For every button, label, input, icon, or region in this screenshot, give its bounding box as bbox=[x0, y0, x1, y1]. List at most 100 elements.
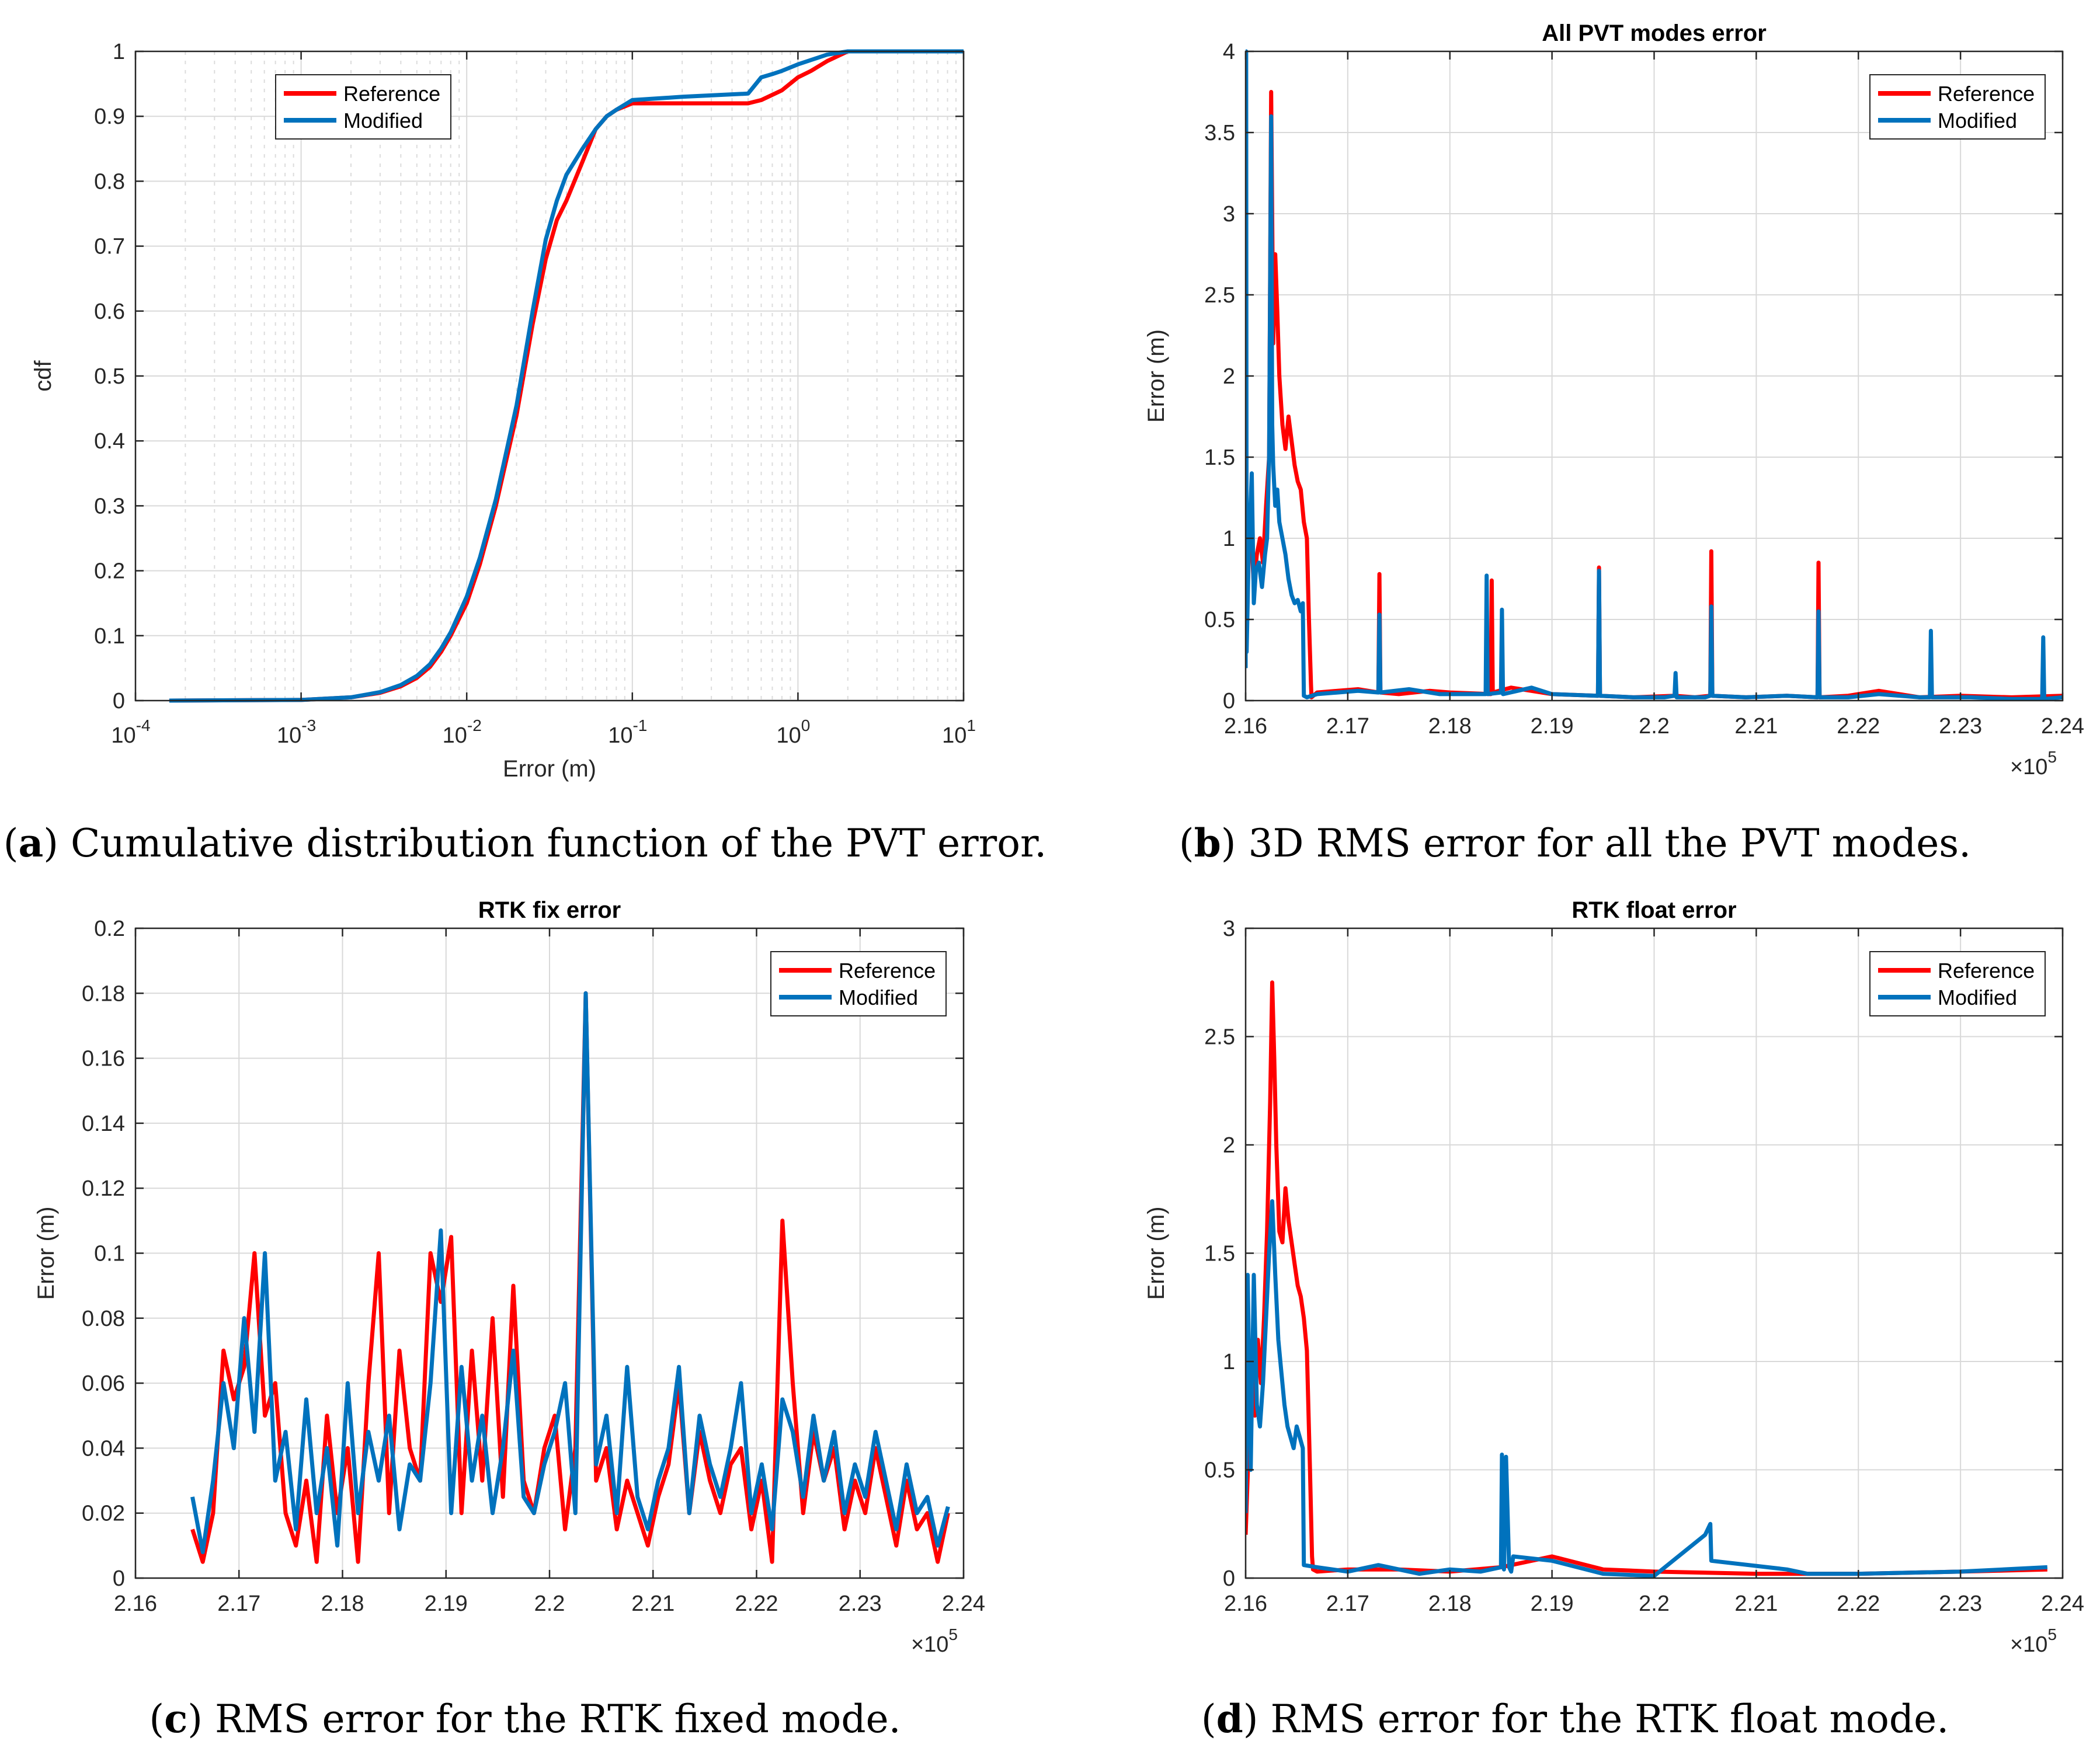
chart-c: 2.16 2.17 2.18 2.19 2.2 2.21 2.22 2.23 2.24 0 0.02… bbox=[33, 897, 985, 1657]
x-tick-label: 2.19 bbox=[425, 1592, 468, 1616]
y-tick-label: 0.5 bbox=[94, 364, 125, 389]
x-tick-label: 2.19 bbox=[1531, 714, 1574, 739]
y-tick-label: 2.5 bbox=[1204, 1025, 1235, 1050]
y-axis-label: cdf bbox=[30, 360, 56, 391]
x-tick-label: 100 bbox=[776, 716, 810, 748]
y-tick-label: 3 bbox=[1223, 202, 1235, 227]
x-tick-label: 2.21 bbox=[631, 1592, 674, 1616]
x-tick-label: 2.23 bbox=[1939, 1592, 1982, 1616]
x-tick-label: 2.18 bbox=[1428, 714, 1472, 739]
x-tick-label: 2.17 bbox=[1326, 1592, 1369, 1616]
y-tick-label: 0.7 bbox=[94, 235, 125, 259]
y-axis-label: Error (m) bbox=[1143, 329, 1169, 423]
x-exponent-label: ×105 bbox=[2010, 748, 2057, 779]
y-tick-label: 1.5 bbox=[1204, 445, 1235, 470]
series-line-modified bbox=[1246, 49, 2063, 701]
y-tick-label: 1 bbox=[113, 40, 125, 64]
legend: Reference Modified bbox=[1869, 74, 2046, 140]
legend-label: Modified bbox=[839, 986, 918, 1009]
x-tick-label: 2.19 bbox=[1531, 1592, 1574, 1616]
y-tick-label: 0 bbox=[1223, 689, 1235, 713]
legend-label: Reference bbox=[343, 82, 440, 106]
y-axis-label: Error (m) bbox=[33, 1207, 59, 1300]
x-tick-label: 2.24 bbox=[2041, 714, 2084, 739]
y-tick-label: 1.5 bbox=[1204, 1242, 1235, 1266]
y-tick-label: 1 bbox=[1223, 1350, 1235, 1374]
y-tick-label: 0.12 bbox=[82, 1176, 125, 1201]
x-tick-label: 10-4 bbox=[111, 716, 150, 748]
x-axis-label: Error (m) bbox=[503, 756, 596, 782]
y-tick-label: 0.16 bbox=[82, 1047, 125, 1071]
y-tick-label: 0.9 bbox=[94, 105, 125, 129]
x-tick-label: 2.24 bbox=[2041, 1592, 2084, 1616]
legend-label: Reference bbox=[1938, 959, 2035, 983]
y-tick-label: 0.08 bbox=[82, 1307, 125, 1331]
caption-c: (c) RMS error for the RTK fixed mode. bbox=[149, 1696, 901, 1742]
caption-d: (d) RMS error for the RTK float mode. bbox=[1201, 1696, 1949, 1742]
legend-box bbox=[1869, 74, 2046, 140]
y-tick-label: 0 bbox=[113, 689, 125, 713]
legend-box bbox=[1869, 951, 2046, 1016]
x-tick-label: 10-3 bbox=[277, 716, 316, 748]
x-tick-label: 2.16 bbox=[1224, 714, 1267, 739]
y-tick-label: 3 bbox=[1223, 917, 1235, 941]
x-tick-label: 2.23 bbox=[1939, 714, 1982, 739]
legend-box bbox=[275, 74, 451, 140]
y-tick-label: 0.2 bbox=[94, 917, 125, 941]
legend-label: Reference bbox=[839, 959, 936, 983]
y-tick-label: 0.4 bbox=[94, 429, 125, 454]
y-tick-label: 0 bbox=[1223, 1566, 1235, 1591]
x-tick-label: 2.18 bbox=[1428, 1592, 1472, 1616]
legend-label: Modified bbox=[1938, 109, 2017, 133]
y-tick-label: 0.6 bbox=[94, 300, 125, 324]
y-axis-label: Error (m) bbox=[1143, 1207, 1169, 1300]
x-exponent-label: ×105 bbox=[911, 1625, 958, 1657]
y-tick-label: 0.18 bbox=[82, 981, 125, 1006]
legend-label: Modified bbox=[1938, 986, 2017, 1009]
chart-d: 2.16 2.17 2.18 2.19 2.2 2.21 2.22 2.23 2.24 0 0.5 1… bbox=[1143, 897, 2084, 1657]
legend-label: Modified bbox=[343, 109, 423, 133]
y-tick-label: 2.5 bbox=[1204, 283, 1235, 308]
y-tick-label: 0.02 bbox=[82, 1502, 125, 1526]
chart-title: All PVT modes error bbox=[1542, 20, 1767, 46]
y-tick-label: 1 bbox=[1223, 527, 1235, 551]
legend-label: Reference bbox=[1938, 82, 2035, 106]
chart-title: RTK float error bbox=[1571, 897, 1736, 923]
y-tick-label: 0.2 bbox=[94, 559, 125, 584]
y-tick-label: 0.04 bbox=[82, 1436, 125, 1461]
chart-title: RTK fix error bbox=[478, 897, 621, 923]
x-tick-label: 2.21 bbox=[1734, 1592, 1778, 1616]
x-tick-label: 101 bbox=[942, 716, 976, 748]
legend: Reference Modified bbox=[1869, 951, 2046, 1016]
x-tick-label: 2.2 bbox=[1639, 1592, 1670, 1616]
legend: Reference Modified bbox=[770, 951, 947, 1016]
caption-b: (b) 3D RMS error for all the PVT modes. bbox=[1178, 820, 1972, 866]
x-tick-label: 2.2 bbox=[534, 1592, 565, 1616]
x-tick-label: 2.22 bbox=[1837, 1592, 1880, 1616]
y-tick-label: 0.3 bbox=[94, 494, 125, 518]
series-line-modified bbox=[190, 991, 950, 1554]
y-tick-label: 3.5 bbox=[1204, 121, 1235, 145]
caption-a: (a) Cumulative distribution function of … bbox=[3, 820, 1047, 866]
x-tick-label: 2.18 bbox=[321, 1592, 364, 1616]
x-tick-label: 10-1 bbox=[608, 716, 647, 748]
x-tick-label: 2.17 bbox=[217, 1592, 260, 1616]
legend-box bbox=[770, 951, 947, 1016]
x-tick-label: 2.16 bbox=[114, 1592, 157, 1616]
x-tick-label: 2.21 bbox=[1734, 714, 1778, 739]
legend: Reference Modified bbox=[275, 74, 451, 140]
y-tick-label: 2 bbox=[1223, 1133, 1235, 1158]
y-tick-label: 0.06 bbox=[82, 1371, 125, 1396]
chart-a: 10-4 10-3 10-2 10-1 100 101 0 0.1 0.2 0.3 0.4 0.5 0.… bbox=[30, 40, 976, 782]
y-tick-label: 2 bbox=[1223, 364, 1235, 389]
x-tick-label: 2.2 bbox=[1639, 714, 1670, 739]
y-tick-label: 0.1 bbox=[94, 1242, 125, 1266]
x-tick-label: 10-2 bbox=[443, 716, 482, 748]
y-tick-label: 4 bbox=[1223, 40, 1235, 64]
x-tick-label: 2.22 bbox=[1837, 714, 1880, 739]
y-tick-label: 0.5 bbox=[1204, 1458, 1235, 1483]
x-tick-label: 2.24 bbox=[942, 1592, 985, 1616]
y-tick-label: 0.5 bbox=[1204, 608, 1235, 632]
x-tick-label: 2.16 bbox=[1224, 1592, 1267, 1616]
